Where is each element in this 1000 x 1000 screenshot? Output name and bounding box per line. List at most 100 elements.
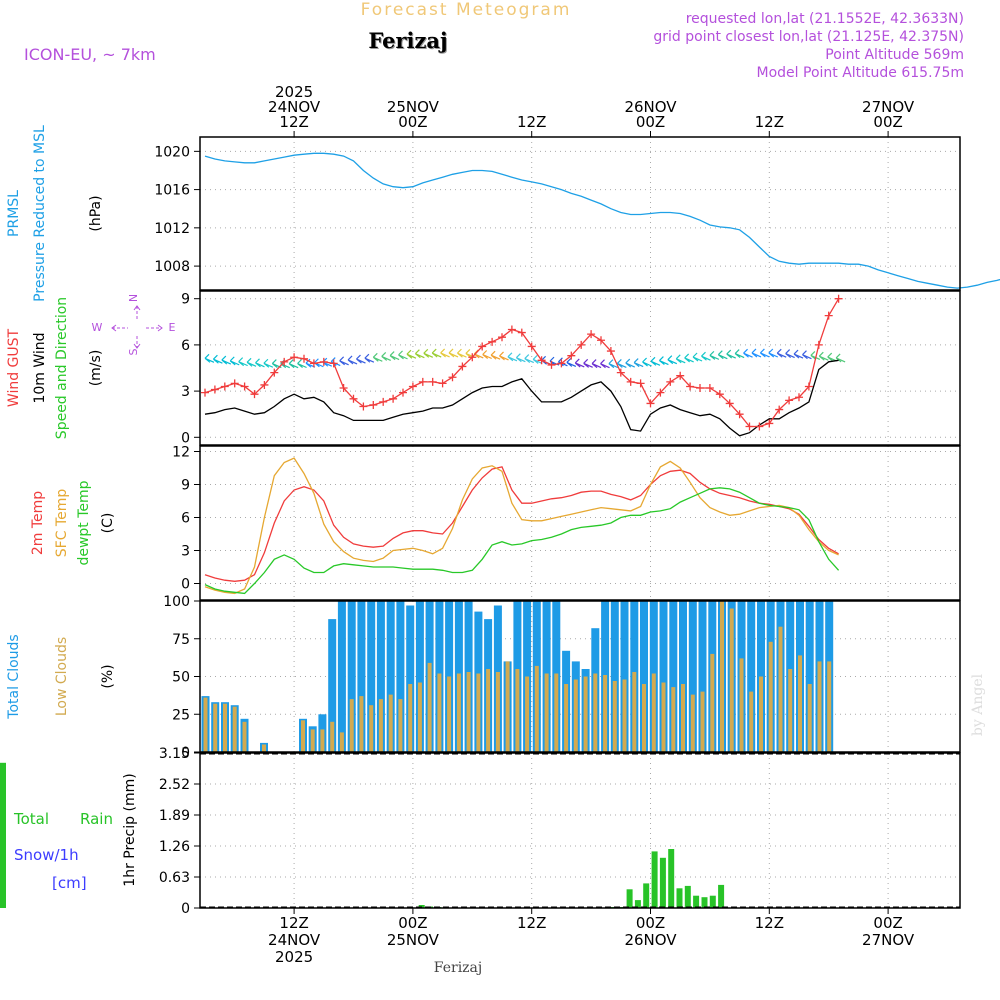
series-line-wind-gust [204, 298, 840, 428]
bar-total-clouds [688, 601, 697, 752]
y-tick-label: 6 [181, 511, 190, 527]
gust-point [230, 379, 239, 388]
bar-low-clouds [359, 696, 364, 752]
x-tick-label-bottom: 12Z [517, 914, 546, 932]
panel-label: 2m Temp [30, 491, 46, 555]
wind-direction-arrow [776, 348, 787, 358]
gust-point [686, 382, 695, 391]
series-line-sfc-temp [204, 457, 839, 595]
panel-frame [199, 290, 961, 446]
bar-total-rain [626, 889, 633, 908]
wind-direction-arrow [372, 352, 383, 362]
wind-direction-arrow [246, 357, 257, 367]
precip-label-cm: [cm] [52, 874, 87, 892]
wind-direction-arrow [515, 353, 526, 363]
wind-direction-arrow [524, 354, 535, 364]
wind-direction-arrow [743, 348, 753, 358]
bar-low-clouds [495, 672, 500, 752]
series-line-10m-wind [204, 359, 839, 437]
gust-point [527, 342, 536, 351]
gust-point [220, 382, 229, 391]
x-tick-label-bottom: 00Z [636, 914, 665, 932]
series-line-prmsl [204, 152, 1000, 289]
wind-direction-arrow [600, 359, 610, 369]
y-tick-label: 6 [181, 338, 190, 354]
panel-label: 10m Wind [32, 332, 48, 403]
panel-frame [199, 600, 961, 753]
panel-label: (m/s) [88, 350, 104, 387]
gust-point [725, 399, 734, 408]
grid-layer [200, 137, 960, 908]
x-tick-label-top: 24NOV [268, 98, 321, 116]
wind-direction-arrow [356, 354, 366, 364]
y-tick-label: 100 [163, 594, 190, 610]
bar-low-clouds [710, 653, 715, 752]
gust-point [676, 371, 685, 380]
bar-total-rain [651, 851, 658, 908]
y-tick-label: 0 [181, 430, 190, 446]
bar-low-clouds [642, 684, 646, 752]
wind-direction-arrow [616, 359, 627, 368]
gust-point [418, 377, 427, 386]
bar-low-clouds [573, 679, 578, 752]
wind-direction-arrow [229, 356, 240, 366]
gust-point [765, 419, 774, 428]
gust-point [636, 379, 645, 388]
bar-low-clouds [622, 679, 627, 752]
gust-point [428, 377, 437, 386]
bar-total-rain [676, 888, 683, 908]
gust-point [587, 330, 596, 339]
panel-label: (C) [100, 513, 116, 534]
wind-direction-arrow [675, 354, 686, 364]
panel-label: Total Clouds [6, 634, 22, 719]
chart-title: Forecast Meteogram [361, 0, 572, 20]
x-tick-label-top: 25NOV [387, 98, 440, 116]
bar-total-clouds [406, 605, 415, 752]
gust-point [567, 351, 576, 360]
y-tick-label: 1020 [154, 144, 190, 160]
y-tick-label: 0.63 [159, 870, 190, 886]
bar-low-clouds [651, 673, 656, 752]
gust-point [577, 340, 586, 349]
bar-low-clouds [417, 682, 422, 752]
y-tick-label: 0 [181, 901, 190, 917]
bar-total-rain [634, 900, 641, 908]
gust-point [319, 357, 328, 366]
gust-point [745, 422, 754, 431]
gust-point [339, 384, 348, 393]
gust-point [666, 377, 675, 386]
wind-direction-arrow [818, 351, 829, 361]
panel-label: SFC Temp [54, 489, 70, 558]
model-altitude: Model Point Altitude 615.75m [757, 65, 964, 81]
wind-direction-arrow [499, 351, 509, 361]
bar-low-clouds [525, 676, 530, 752]
wind-direction-arrow [692, 352, 703, 362]
bar-total-clouds [328, 619, 337, 752]
bar-low-clouds [437, 673, 442, 752]
wind-direction-arrow [255, 358, 265, 368]
data-layer [0, 152, 1000, 908]
bar-low-clouds [369, 705, 374, 752]
x-tick-label-bottom: 26NOV [624, 931, 677, 949]
bar-total-clouds [805, 601, 814, 752]
wind-direction-arrow [457, 348, 467, 358]
bar-low-clouds [339, 732, 344, 752]
bar-low-clouds [739, 658, 744, 752]
x-tick-label-bottom: 24NOV [268, 931, 321, 949]
gust-point [785, 396, 794, 405]
gust-point [399, 388, 407, 397]
gust-point [626, 377, 635, 386]
gust-point [290, 353, 299, 362]
bar-total-clouds [357, 601, 366, 752]
bar-low-clouds [700, 691, 705, 752]
wind-direction-arrow [490, 350, 501, 360]
wind-direction-arrow [633, 358, 644, 368]
bar-total-rain [643, 883, 650, 908]
bar-low-clouds [788, 669, 793, 752]
bar-low-clouds [671, 687, 676, 752]
gust-point [309, 359, 318, 368]
gust-point [260, 380, 269, 389]
wind-direction-arrow [827, 352, 837, 362]
bar-total-clouds [669, 601, 678, 752]
